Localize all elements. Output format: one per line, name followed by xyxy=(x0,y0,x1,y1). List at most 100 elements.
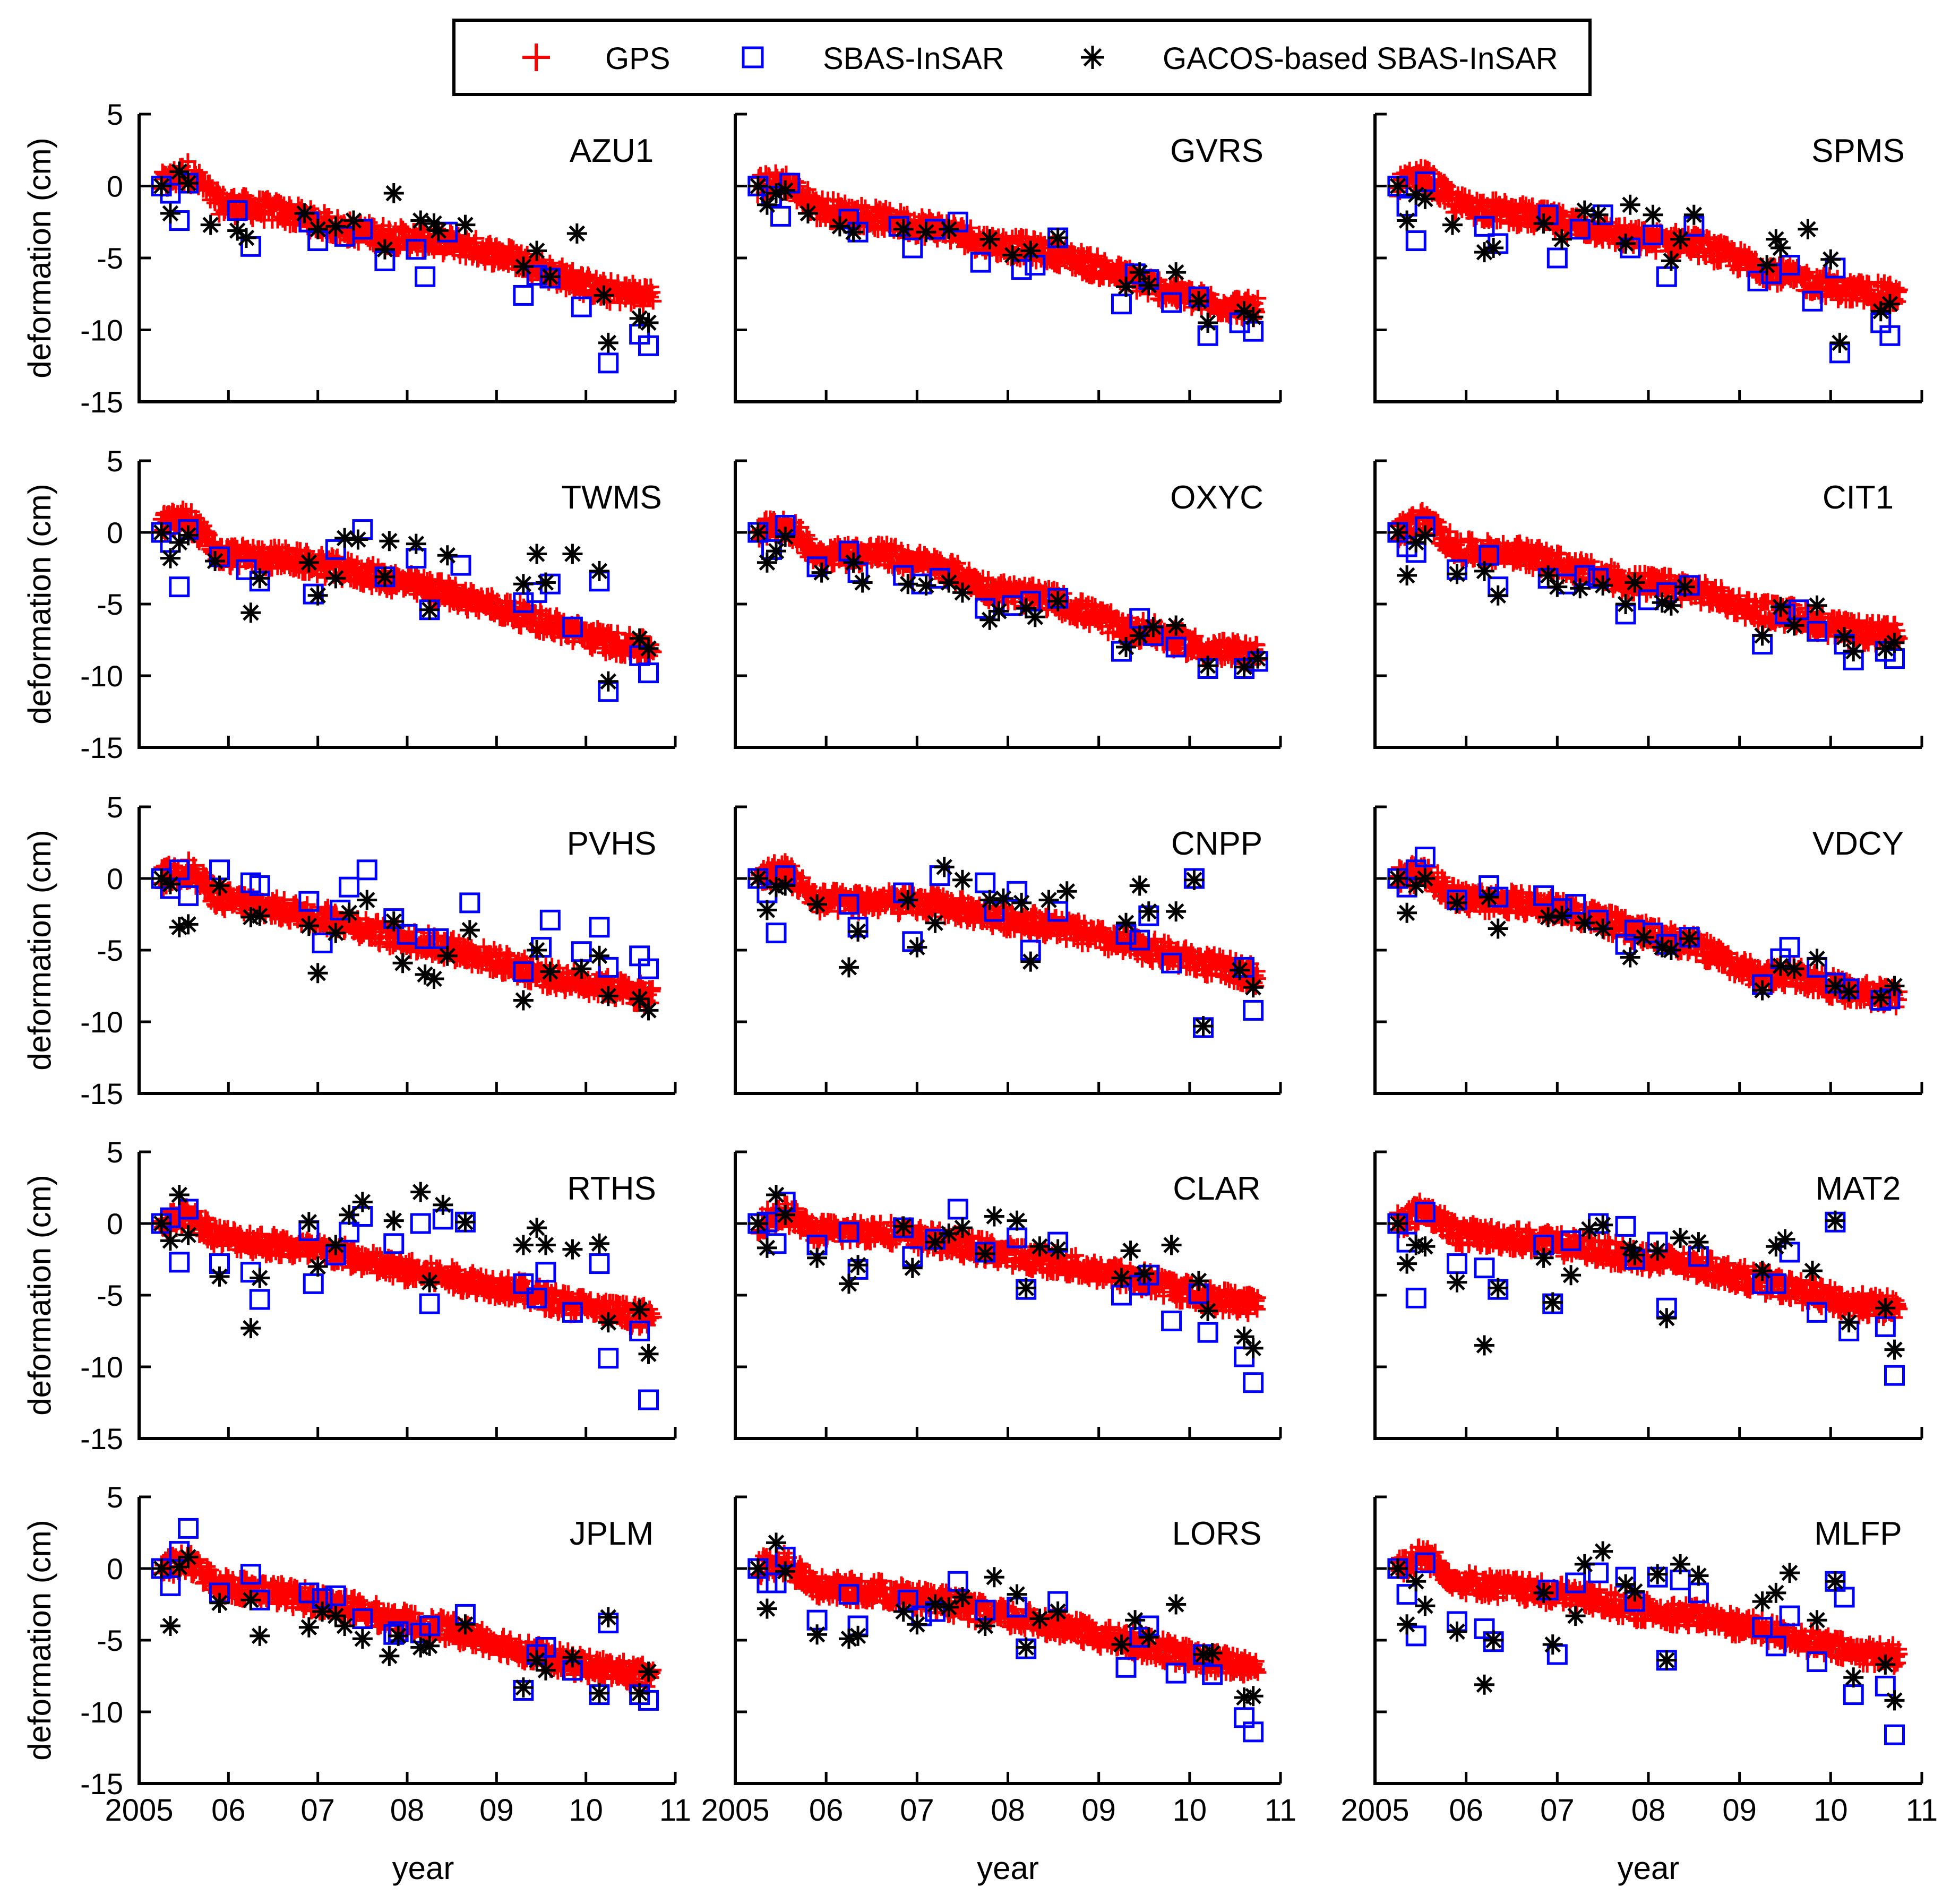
panel-oxyc: OXYC xyxy=(734,459,1282,749)
sbas-point xyxy=(1243,1000,1264,1021)
y-tick-label: 0 xyxy=(107,170,123,203)
gacos-point xyxy=(312,1601,333,1622)
gacos-point xyxy=(169,917,190,937)
gacos-point xyxy=(298,1617,319,1638)
gacos-point xyxy=(1593,918,1613,939)
sbas-point xyxy=(562,616,583,637)
gacos-point xyxy=(1770,597,1791,617)
gacos-point xyxy=(169,1185,190,1205)
sbas-point xyxy=(406,239,427,260)
sbas-point xyxy=(169,1252,190,1273)
sbas-point xyxy=(1533,885,1554,906)
gacos-point xyxy=(1652,592,1672,613)
sbas-point xyxy=(984,901,1005,922)
gacos-point xyxy=(527,240,547,261)
gacos-point xyxy=(1688,1565,1709,1586)
sbas-point xyxy=(1546,247,1568,269)
gacos-point xyxy=(169,1557,190,1578)
sbas-point xyxy=(303,1273,324,1294)
gacos-point xyxy=(178,1547,199,1567)
gacos-point xyxy=(1542,1292,1563,1313)
sbas-point xyxy=(539,909,561,931)
sbas-point xyxy=(638,1389,659,1410)
y-tick-label: -10 xyxy=(80,314,123,347)
legend-label-gps: GPS xyxy=(605,41,671,76)
gacos-point xyxy=(298,916,319,936)
gacos-point xyxy=(535,1235,556,1255)
gacos-point xyxy=(169,161,190,182)
y-tick-label: -5 xyxy=(97,934,123,967)
sbas-point xyxy=(975,872,996,893)
gacos-point xyxy=(807,894,828,915)
gacos-series xyxy=(747,1532,1264,1708)
x-tick-label: 07 xyxy=(900,1793,934,1828)
gacos-point xyxy=(513,574,534,595)
gacos-point xyxy=(598,671,618,692)
panel-clar: CLAR xyxy=(734,1150,1282,1440)
x-tick-label: 09 xyxy=(1081,1793,1116,1828)
gacos-point xyxy=(307,219,328,239)
gacos-point xyxy=(428,220,449,241)
gacos-point xyxy=(540,266,561,287)
gacos-point xyxy=(1447,1272,1467,1293)
gacos-point xyxy=(1647,1240,1668,1261)
x-tick-label: 08 xyxy=(991,1793,1025,1828)
gacos-point xyxy=(325,1235,346,1255)
gacos-point xyxy=(209,1266,230,1287)
sbas-point xyxy=(766,1572,787,1593)
sbas-point xyxy=(539,573,561,595)
gacos-point xyxy=(984,1206,1004,1227)
gacos-point xyxy=(1129,625,1150,646)
sbas-point xyxy=(526,1287,547,1308)
y-axis-label: deformation (cm) xyxy=(22,830,57,1070)
gacos-point xyxy=(939,572,959,593)
gacos-point xyxy=(1775,1229,1795,1250)
sbas-point xyxy=(947,1571,968,1592)
gacos-point xyxy=(1166,262,1187,283)
gacos-point xyxy=(1533,1582,1554,1603)
gacos-series xyxy=(151,1547,659,1703)
gacos-point xyxy=(838,1273,859,1294)
y-tick-label: -15 xyxy=(80,385,123,419)
gacos-point xyxy=(1574,200,1595,221)
gacos-point xyxy=(1884,1690,1905,1711)
gacos-point xyxy=(200,214,221,235)
gacos-point xyxy=(178,1225,199,1245)
gacos-point xyxy=(374,566,395,587)
sbas-point xyxy=(169,576,190,598)
gps-markers xyxy=(1389,1192,1908,1326)
x-axis-label: year xyxy=(392,1850,454,1886)
gacos-point xyxy=(902,1257,923,1278)
sbas-point xyxy=(589,1253,610,1274)
gacos-point xyxy=(240,907,261,927)
gacos-point xyxy=(838,957,859,978)
gacos-point xyxy=(1843,1667,1864,1688)
y-tick-label: -5 xyxy=(97,1624,123,1657)
sbas-point xyxy=(947,1199,968,1220)
gacos-point xyxy=(1474,1335,1494,1356)
gacos-point xyxy=(1116,277,1137,297)
gacos-point xyxy=(1442,214,1463,235)
gacos-point xyxy=(916,222,936,243)
gacos-point xyxy=(838,1629,859,1649)
gacos-point xyxy=(1025,607,1045,627)
legend-gps-icon xyxy=(522,44,550,71)
sbas-point xyxy=(1569,219,1591,240)
sbas-point xyxy=(1615,1216,1636,1237)
gacos-point xyxy=(1565,1606,1586,1626)
gacos-point xyxy=(307,963,328,984)
sbas-point xyxy=(1414,1552,1436,1573)
panel-title: JPLM xyxy=(570,1515,654,1552)
gacos-point xyxy=(925,912,946,933)
x-tick-label: 10 xyxy=(569,1793,603,1828)
gacos-point xyxy=(1674,576,1695,597)
sbas-point xyxy=(1807,1651,1828,1672)
sbas-point xyxy=(1779,255,1800,276)
sbas-point xyxy=(1643,225,1664,246)
sbas-point xyxy=(1679,575,1700,596)
gacos-point xyxy=(160,1230,181,1251)
gacos-point xyxy=(1884,632,1905,653)
gacos-point xyxy=(775,527,796,547)
y-axis-label: deformation (cm) xyxy=(22,1520,57,1760)
y-tick-label: -5 xyxy=(97,1279,123,1312)
